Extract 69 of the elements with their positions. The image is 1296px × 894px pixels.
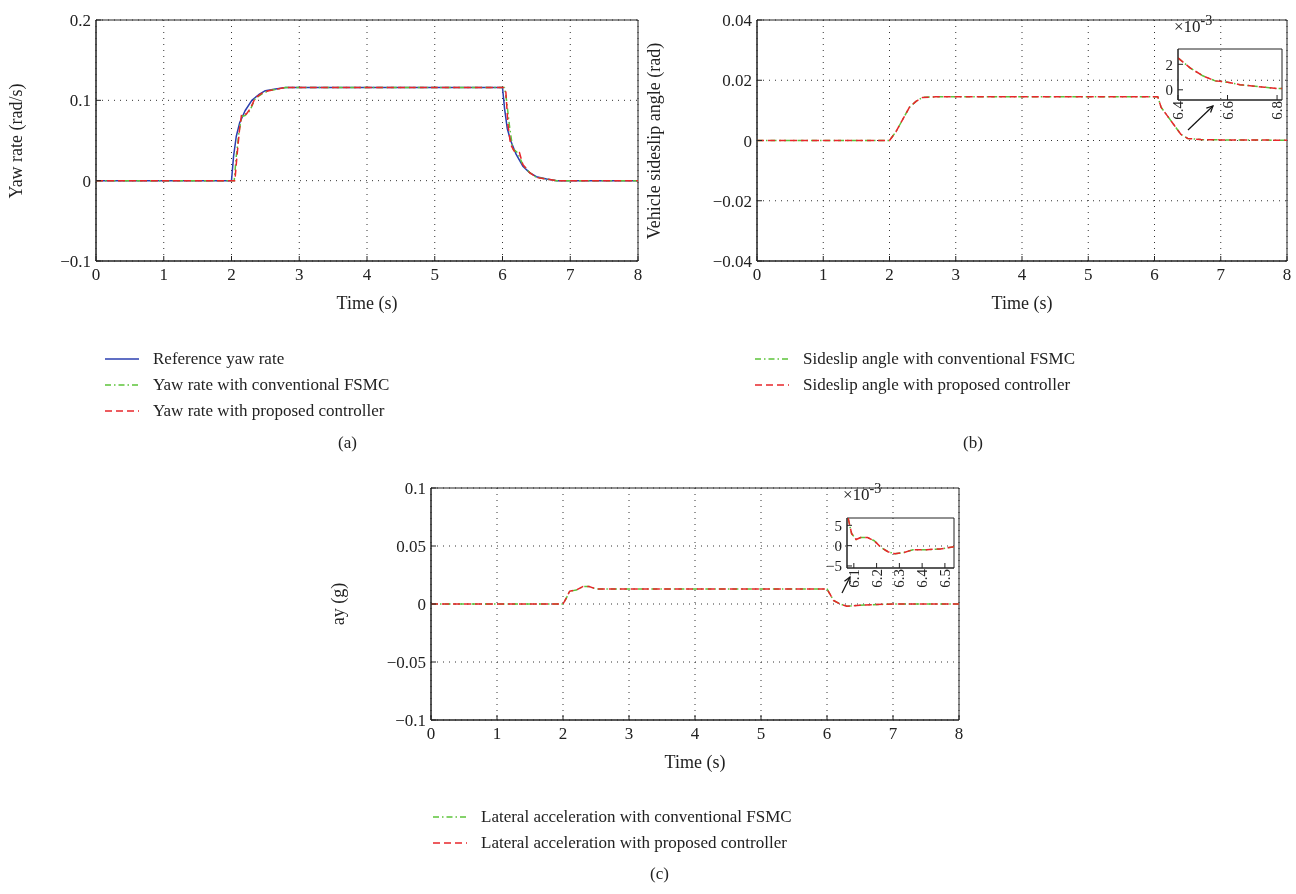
x-axis-title: Time (s) bbox=[335, 293, 399, 314]
y-tick-label: 0 bbox=[82, 171, 91, 191]
x-tick-label: 5 bbox=[430, 265, 439, 285]
x-tick-label: 6.4 bbox=[914, 568, 931, 588]
x-tick-label: 6.3 bbox=[891, 569, 908, 588]
x-tick-label: 5 bbox=[756, 724, 766, 744]
x-tick-label: 1 bbox=[492, 724, 502, 744]
x-tick-label: 3 bbox=[295, 265, 304, 285]
x-tick-label: 4 bbox=[1017, 265, 1027, 285]
x-tick-label: 6.6 bbox=[1219, 100, 1236, 120]
x-tick-label: 6.1 bbox=[845, 569, 862, 588]
x-tick-label: 6.5 bbox=[936, 569, 953, 588]
line-series bbox=[1178, 57, 1282, 90]
x-tick-label: 2 bbox=[558, 724, 568, 744]
x-tick-label: 7 bbox=[1216, 265, 1226, 285]
legend-label: Reference yaw rate bbox=[153, 349, 285, 369]
x-tick-label: 7 bbox=[888, 724, 898, 744]
x-tick-label: 1 bbox=[159, 265, 168, 285]
legend-label: Yaw rate with conventional FSMC bbox=[153, 375, 390, 395]
x-axis-title: Time (s) bbox=[990, 293, 1054, 314]
x-tick-label: 6.8 bbox=[1269, 101, 1286, 120]
y-tick-label: 0 bbox=[743, 131, 752, 151]
x-tick-label: 7 bbox=[566, 265, 575, 285]
x-tick-label: 2 bbox=[885, 265, 894, 285]
x-tick-label: 3 bbox=[951, 265, 960, 285]
x-tick-label: 8 bbox=[954, 724, 964, 744]
x-tick-label: 6.2 bbox=[868, 569, 885, 588]
legend-label: Lateral acceleration with conventional FSMC bbox=[481, 807, 792, 827]
y-tick-label: −5 bbox=[826, 558, 842, 575]
y-tick-label: 0.2 bbox=[69, 11, 91, 31]
x-axis-title: Time (s) bbox=[663, 752, 727, 773]
x-tick-label: 2 bbox=[227, 265, 236, 285]
y-tick-label: 0 bbox=[417, 595, 426, 615]
y-tick-label: −0.05 bbox=[386, 653, 426, 673]
legend-label: Lateral acceleration with proposed controller bbox=[481, 833, 787, 853]
x-tick-label: 4 bbox=[362, 265, 372, 285]
y-tick-label: 0.05 bbox=[396, 537, 426, 557]
legend-label: Sideslip angle with proposed controller bbox=[803, 375, 1071, 395]
y-tick-label: −0.04 bbox=[712, 252, 753, 272]
x-tick-label: 6 bbox=[498, 265, 507, 285]
y-axis-title: Yaw rate (rad/s) bbox=[5, 82, 27, 199]
x-tick-label: 6 bbox=[822, 724, 832, 744]
y-tick-label: 0.1 bbox=[404, 479, 426, 499]
y-tick-label: −0.02 bbox=[712, 191, 752, 211]
y-tick-label: 0.02 bbox=[722, 71, 752, 91]
x-tick-label: 4 bbox=[690, 724, 700, 744]
text: (c) bbox=[650, 864, 669, 884]
annotation: ×10$^{-3}$ bbox=[1174, 12, 1213, 37]
annotation: ×10$^{-3}$ bbox=[843, 480, 882, 505]
y-axis-title: Vehicle sideslip angle (rad) bbox=[643, 42, 665, 239]
line-series bbox=[847, 518, 954, 555]
y-tick-label: −0.1 bbox=[395, 711, 426, 731]
legend-label: Sideslip angle with conventional FSMC bbox=[803, 349, 1075, 369]
x-tick-label: 8 bbox=[633, 265, 643, 285]
legend-label: Yaw rate with proposed controller bbox=[153, 401, 385, 421]
x-tick-label: 8 bbox=[1282, 265, 1292, 285]
y-tick-label: 0.1 bbox=[69, 91, 91, 111]
x-tick-label: 5 bbox=[1084, 265, 1093, 285]
y-tick-label: −0.1 bbox=[60, 252, 91, 272]
y-tick-label: 0.04 bbox=[722, 11, 753, 31]
x-tick-label: 3 bbox=[624, 724, 634, 744]
y-tick-label: 0 bbox=[834, 537, 842, 554]
x-tick-label: 6.4 bbox=[1170, 100, 1186, 120]
text: (a) bbox=[338, 433, 357, 453]
x-tick-label: 1 bbox=[819, 265, 828, 285]
x-tick-label: 6 bbox=[1150, 265, 1159, 285]
y-axis-title: ay (g) bbox=[327, 582, 349, 626]
y-tick-label: 5 bbox=[834, 517, 842, 534]
text: (b) bbox=[963, 433, 983, 453]
